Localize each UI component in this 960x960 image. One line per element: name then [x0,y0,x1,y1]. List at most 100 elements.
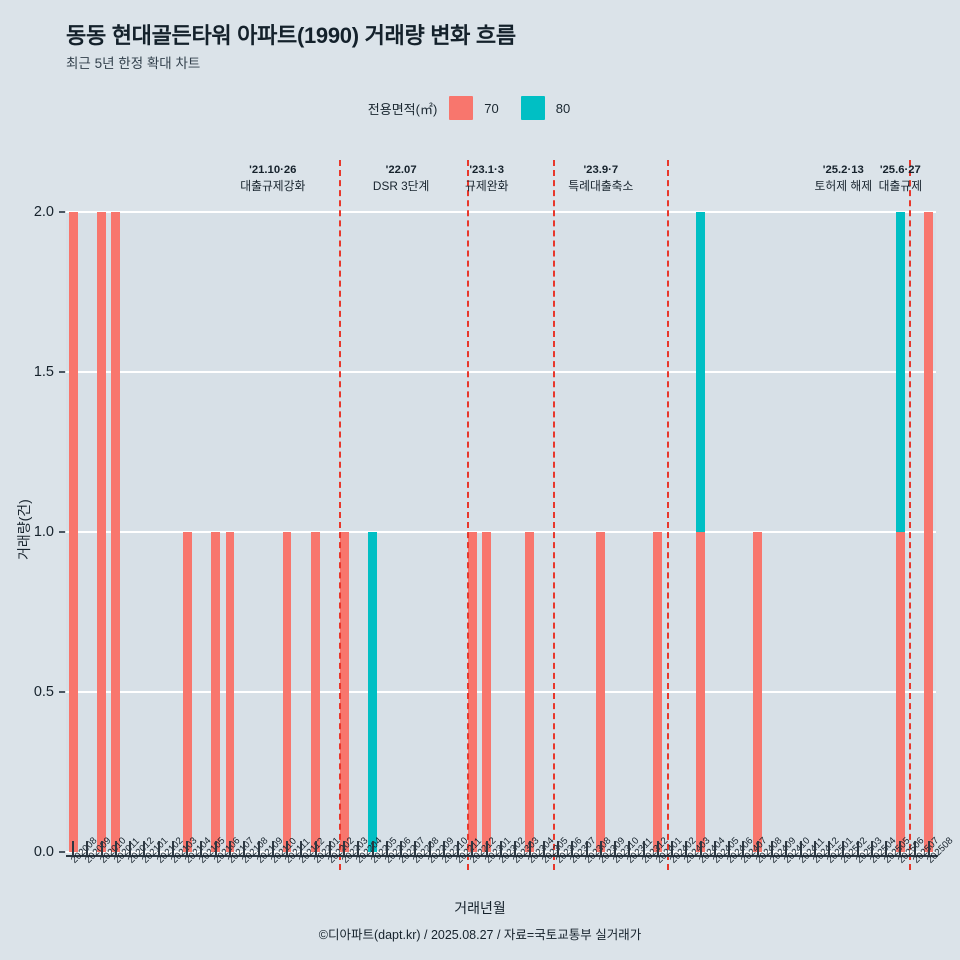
legend-item-70[interactable]: 70 [449,96,499,120]
legend-label-80: 80 [555,100,571,116]
x-tick-mark [72,841,75,855]
x-tick-mark [286,841,289,855]
bar-202104-70[interactable] [182,532,192,852]
x-tick-mark [385,841,388,855]
y-tick-label: 1.5 [33,364,54,380]
bar-202111-70[interactable] [282,532,292,852]
x-tick-mark [442,841,445,855]
bar-202401-70[interactable] [653,532,663,852]
y-axis-label: 거래량(건) [16,499,32,560]
chart-footer-credit: ©디아파트(dapt.kr) / 2025.08.27 / 자료=국토교통부 실… [318,928,642,942]
annotation-date: '23.9·7 [583,164,619,176]
event-marker-line [552,160,555,870]
x-tick-mark [585,841,588,855]
x-tick-mark [343,841,346,855]
x-tick-mark [357,841,360,855]
x-tick-mark [756,841,759,855]
x-tick-mark [728,841,731,855]
x-tick-mark [671,841,674,855]
annotation-text: 대출규제 [878,179,923,194]
annotation-text: 토허제 해제 [814,179,873,194]
bar-202010-70[interactable] [97,212,107,852]
x-axis-line [66,855,938,857]
x-tick-mark [457,841,460,855]
x-tick-mark [229,841,232,855]
chart-title: 동동 현대골든타워 아파트(1990) 거래량 변화 흐름 [66,23,516,48]
x-tick-mark [257,841,260,855]
x-tick-mark [656,841,659,855]
x-tick-mark [200,841,203,855]
y-tick-mark [59,851,65,853]
x-tick-mark [500,841,502,855]
chart-subtitle: 최근 5년 한정 확대 차트 [66,56,201,71]
event-marker-line [909,160,912,870]
bar-202011-70[interactable] [111,212,121,852]
gridline [66,691,936,693]
annotation-date: '25.6·27 [879,164,921,176]
y-tick-mark [59,691,65,693]
annotation-202502: '25.2·13 토허제 해제 [815,162,873,195]
bar-202309-70[interactable] [596,532,606,852]
bar-202404-80[interactable] [696,212,706,532]
bar-202107-70[interactable] [225,532,235,852]
bar-202506-70[interactable] [895,532,905,852]
event-marker-line [338,160,341,870]
x-tick-mark [742,841,745,855]
x-tick-mark [314,841,317,855]
x-tick-mark [157,841,160,855]
x-tick-mark [842,841,845,855]
x-tick-mark [471,841,474,855]
x-tick-mark [614,841,617,855]
annotation-date: '22.07 [385,164,417,176]
bar-202301-70[interactable] [482,532,492,852]
y-tick-mark [59,211,65,213]
x-tick-mark [799,841,802,855]
bar-202205-80[interactable] [368,532,378,852]
chart-legend: 전용면적(㎡) 70 80 [0,96,960,120]
legend-item-80[interactable]: 80 [520,96,571,120]
bar-202201-70[interactable] [311,532,320,852]
bar-202106-70[interactable] [211,532,221,852]
x-tick-mark [300,841,303,855]
x-tick-mark [927,841,930,855]
x-tick-mark [899,841,902,855]
legend-swatch-80 [520,96,545,120]
x-tick-mark [785,841,788,855]
x-tick-mark [628,841,631,855]
x-tick-mark [243,841,246,855]
annotation-text: 대출규제강화 [240,179,306,194]
x-tick-mark [699,841,702,855]
x-tick-mark [371,841,374,855]
bar-202203-70[interactable] [339,532,349,852]
legend-title: 전용면적(㎡) [367,101,438,117]
legend-swatch-70 [449,96,474,120]
bar-202304-70[interactable] [525,532,534,852]
annotation-202110: '21.10·26 대출규제강화 [240,162,305,195]
event-marker-line [467,160,470,870]
x-axis-label: 거래년월 [454,900,506,916]
x-tick-mark [186,841,189,855]
x-tick-mark [642,841,645,855]
annotation-text: 특례대출축소 [568,179,634,194]
y-tick-label: 2.0 [33,204,54,220]
annotation-date: '21.10·26 [249,164,297,176]
x-tick-mark [542,841,545,855]
y-tick-mark [59,531,65,533]
bar-202404-70[interactable] [696,532,706,852]
bar-202506-80[interactable] [895,212,905,532]
annotation-202506: '25.6·27 대출규제 [879,162,922,195]
bar-202212-70[interactable] [468,532,477,852]
x-tick-mark [214,841,217,855]
bar-202408-70[interactable] [753,532,763,852]
bar-202008-70[interactable] [68,212,78,852]
gridline [66,531,936,533]
bar-202508-70[interactable] [924,212,934,852]
annotation-202301: '23.1·3 규제완화 [465,162,508,195]
x-tick-mark [271,841,274,855]
x-tick-mark [171,841,174,855]
x-tick-mark [514,841,517,855]
x-tick-mark [428,841,431,855]
x-tick-mark [599,841,602,855]
y-tick-label: 1.0 [33,524,54,540]
